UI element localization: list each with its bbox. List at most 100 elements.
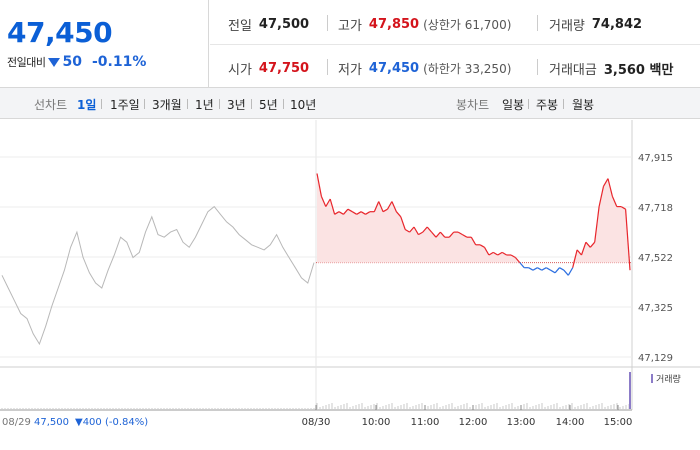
turnover-label: 거래대금 [549,63,597,78]
today-line-segment [360,211,366,215]
today-line-segment [400,216,406,230]
today-line-segment [497,251,503,256]
separator [251,99,252,109]
today-line-segment [462,234,468,238]
down-arrow-icon [48,57,61,67]
separator [528,99,529,109]
low-cell: 저가 47,450 (하한가 33,250) [338,59,511,78]
today-line-segment [554,267,560,274]
period-10y[interactable]: 10년 [290,98,317,112]
volume-legend-swatch [651,374,653,383]
upper-limit: (상한가 61,700) [423,18,512,32]
current-price: 47,450 [7,16,113,49]
open-label: 시가 [228,63,252,78]
candle-chart-label: 봉차트 [456,98,490,112]
today-line-segment [501,251,507,256]
today-line-segment [439,231,446,238]
change-value: 50 [62,54,82,70]
candle-weekly[interactable]: 주봉 [536,98,559,112]
open-cell: 시가 47,750 [228,59,309,78]
turnover-cell: 거래대금 3,560 백만 [549,59,673,78]
today-line-segment [532,267,538,271]
low-value: 47,450 [368,61,420,76]
change-label: 전일대비 [7,56,46,69]
today-line-segment [545,267,551,271]
volume-cell: 거래량 74,842 [549,15,642,34]
today-line-segment [409,226,415,233]
y-tick-label: 47,915 [638,153,673,164]
today-line-segment [594,206,600,243]
period-3m[interactable]: 3개월 [152,98,182,112]
quote-divider [210,44,700,45]
today-line-segment [320,196,327,207]
today-line-segment [620,206,626,210]
separator [187,99,188,109]
prev-day-close: 47,500 [34,417,69,428]
today-line-segment [519,262,525,269]
today-line-segment [572,249,578,268]
today-line-segment [585,241,591,248]
prev-day-date: 08/29 [2,417,31,428]
period-1w[interactable]: 1주일 [110,98,140,112]
period-1y[interactable]: 1년 [195,98,214,112]
x-tick-label: 13:00 [507,417,536,428]
today-line-segment [426,226,433,233]
separator [327,15,328,31]
prev-close-label: 전일 [228,19,252,34]
today-line-segment [448,231,455,238]
y-tick-label: 47,129 [638,353,673,364]
period-3y[interactable]: 3년 [227,98,246,112]
candle-daily[interactable]: 일봉 [502,98,525,112]
period-1d[interactable]: 1일 [77,98,97,112]
prev-close-value: 47,500 [258,17,310,32]
today-line-segment [343,208,349,215]
y-tick-label: 47,325 [638,303,673,314]
volume-value: 74,842 [591,17,643,32]
today-line-segment [607,178,613,197]
period-5y[interactable]: 5년 [259,98,278,112]
x-tick-label: 08/30 [302,417,331,428]
today-line-segment [550,269,556,274]
today-line-segment [378,201,384,212]
today-line-segment [483,247,490,256]
today-line-segment [435,231,441,238]
today-line-segment [559,267,565,271]
prev-day-change: ▼400 (-0.84%) [75,417,148,428]
today-line-segment [418,231,424,236]
change-row: 전일대비 50 -0.11% [7,54,146,70]
separator [537,59,538,75]
today-line-segment [567,267,574,276]
open-value: 47,750 [258,61,310,76]
line-chart-label: 선차트 [34,98,68,112]
price-chart: 47,915 47,718 47,522 47,325 47,129 거래량 08/29 47… [0,120,700,450]
separator [144,99,145,109]
today-line-segment [479,244,485,248]
volume-legend-label: 거래량 [656,373,681,385]
separator [327,59,328,75]
today-line-segment [598,186,605,207]
today-line-segment [625,209,631,271]
x-tick-label: 15:00 [604,417,633,428]
today-line-segment [334,211,340,215]
today-line-segment [576,249,582,256]
x-tick-label: 11:00 [411,417,440,428]
prev-day-line [1,205,315,346]
today-line-segment [492,251,499,256]
today-line-segment [329,198,336,215]
candle-monthly[interactable]: 월봉 [572,98,595,112]
today-line-segment [488,251,494,256]
today-line-segment [386,201,393,210]
period-bar: 선차트 1일 1주일 3개월 1년 3년 5년 10년 봉차트 일봉 주봉 월봉 [0,88,700,119]
today-line-segment [431,231,437,238]
y-tick-label: 47,522 [638,253,673,264]
today-line-segment [316,173,322,197]
today-line-segment [395,211,402,218]
low-label: 저가 [338,63,362,78]
today-line-segment [541,267,547,271]
today-line-segment [602,178,609,187]
volume-label: 거래량 [549,19,585,34]
today-line-segment [356,211,362,215]
today-line-segment [537,267,543,271]
today-line-segment [382,208,388,213]
high-cell: 고가 47,850 (상한가 61,700) [338,15,511,34]
